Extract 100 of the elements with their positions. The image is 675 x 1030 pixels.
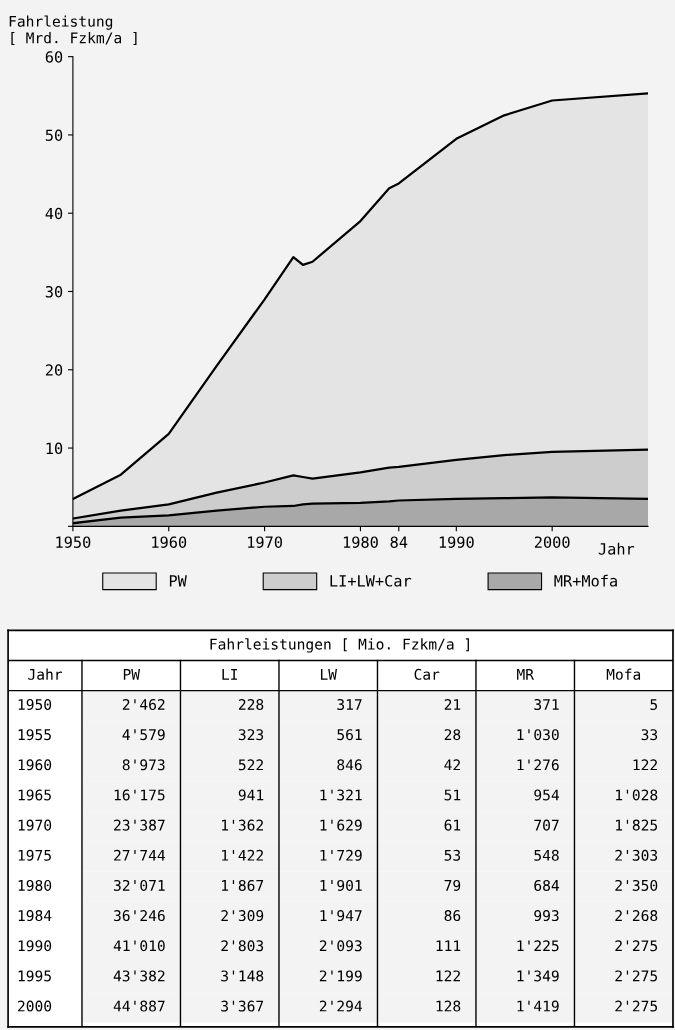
y-tick-label: 40 — [45, 207, 63, 220]
chart-title: Fahrleistungen [ Mio. Fzkm/a ] — [210, 638, 469, 653]
data-label: 707 — [534, 819, 559, 831]
y-tick-label: 1960 — [18, 759, 52, 771]
data-label: 2'294 — [319, 1000, 362, 1012]
legend-label: MR+Mofa — [554, 574, 617, 587]
data-label: 1'419 — [517, 1000, 559, 1012]
data-label: 1'321 — [320, 789, 362, 801]
data-label: 2'275 — [615, 1000, 658, 1012]
y-tick-label: 1990 — [18, 940, 52, 952]
data-label: 27'744 — [114, 849, 165, 861]
data-label: 1'825 — [616, 819, 658, 831]
data-label: 548 — [534, 849, 559, 861]
data-label: 79 — [444, 879, 461, 891]
data-label: 111 — [436, 940, 461, 952]
y-tick-label: 1965 — [18, 789, 51, 801]
data-label: 36'246 — [114, 910, 165, 922]
data-label: 323 — [238, 729, 264, 741]
data-label: 53 — [444, 849, 461, 861]
data-label: 228 — [238, 698, 264, 711]
data-label: 23'387 — [114, 819, 165, 831]
data-label: 684 — [534, 879, 559, 891]
y-tick-label: 1955 — [18, 729, 51, 741]
data-label: 2'462 — [122, 698, 165, 711]
x-tick-label: 84 — [390, 536, 408, 548]
data-label: 1'276 — [517, 759, 559, 771]
data-label: 1'030 — [517, 729, 559, 741]
x-tick-label: PW — [123, 669, 140, 680]
data-label: 128 — [436, 1000, 461, 1012]
data-label: 33 — [641, 729, 658, 741]
data-label: 993 — [534, 910, 559, 922]
data-label: 3'148 — [221, 970, 264, 982]
x-tick-label: 1980 — [343, 536, 378, 548]
y-axis-title: Fahrleistung [ Mrd. Fzkm/a ] — [9, 15, 137, 46]
data-label: 28 — [444, 729, 461, 741]
y-tick-label: 30 — [45, 286, 63, 298]
data-label: 51 — [444, 789, 461, 801]
data-label: 32'071 — [114, 879, 165, 891]
data-label: 317 — [337, 698, 362, 711]
data-label: 2'275 — [615, 940, 658, 952]
data-label: 4'579 — [122, 729, 165, 741]
data-label: 41'010 — [113, 940, 165, 952]
legend-label: PW — [169, 575, 187, 587]
data-label: 1'422 — [222, 849, 263, 861]
x-tick-label: 1960 — [152, 536, 187, 548]
data-label: 846 — [337, 759, 362, 771]
y-tick-label: 1970 — [18, 819, 52, 831]
data-label: 1'629 — [320, 819, 362, 831]
data-label: 2'268 — [615, 910, 658, 922]
data-label: 122 — [436, 970, 460, 982]
data-label: 21 — [444, 698, 461, 710]
data-label: 371 — [534, 698, 559, 711]
x-tick-label: MR — [517, 669, 534, 680]
data-label: 1'867 — [222, 879, 264, 891]
data-label: 86 — [444, 910, 461, 922]
legend-label: LI+LW+Car — [330, 575, 412, 587]
y-tick-label: 1980 — [18, 879, 52, 891]
data-label: 2'275 — [615, 970, 658, 982]
y-tick-label: 1975 — [18, 849, 51, 861]
x-axis-title: Jahr — [598, 542, 635, 555]
x-tick-label: Mofa — [606, 668, 641, 680]
data-label: 2'309 — [221, 910, 264, 922]
data-label: 1'028 — [616, 789, 658, 801]
data-label: 2'199 — [319, 970, 362, 982]
y-tick-label: 20 — [45, 364, 63, 376]
y-tick-label: 1995 — [18, 970, 51, 982]
data-label: 1'225 — [517, 940, 559, 952]
data-label: 1'901 — [320, 879, 362, 891]
data-label: 1'729 — [320, 849, 362, 861]
x-tick-label: LW — [320, 669, 337, 680]
data-label: 61 — [444, 819, 461, 831]
y-tick-label: 1984 — [18, 910, 52, 922]
data-label: 954 — [534, 789, 559, 801]
data-label: 1'947 — [320, 910, 362, 922]
data-label: 941 — [238, 789, 264, 801]
data-label: 42 — [444, 759, 460, 771]
data-label: 2'350 — [615, 879, 658, 891]
x-tick-label: 1970 — [248, 536, 283, 548]
data-label: 122 — [633, 759, 657, 771]
x-tick-label: 2000 — [534, 536, 570, 548]
x-tick-label: 1950 — [56, 536, 91, 548]
x-tick-label: LI — [222, 669, 238, 680]
data-label: 1'362 — [222, 819, 263, 831]
y-tick-label: 10 — [46, 442, 63, 455]
data-label: 2'093 — [319, 940, 362, 952]
x-tick-label: Car — [414, 668, 440, 680]
y-axis-title: Jahr — [28, 668, 63, 680]
x-tick-label: 1990 — [439, 536, 474, 548]
data-label: 2'803 — [221, 940, 264, 952]
data-label: 8'973 — [122, 759, 165, 771]
data-label: 561 — [337, 729, 362, 741]
data-label: 44'887 — [113, 1000, 165, 1012]
y-tick-label: 2000 — [18, 1000, 52, 1012]
data-label: 3'367 — [221, 1000, 264, 1012]
data-label: 522 — [238, 759, 263, 771]
y-tick-label: 1950 — [18, 698, 52, 711]
y-tick-label: 50 — [45, 129, 63, 141]
y-tick-label: 60 — [45, 51, 63, 63]
data-label: 2'303 — [615, 849, 658, 861]
data-label: 1'349 — [517, 970, 559, 982]
